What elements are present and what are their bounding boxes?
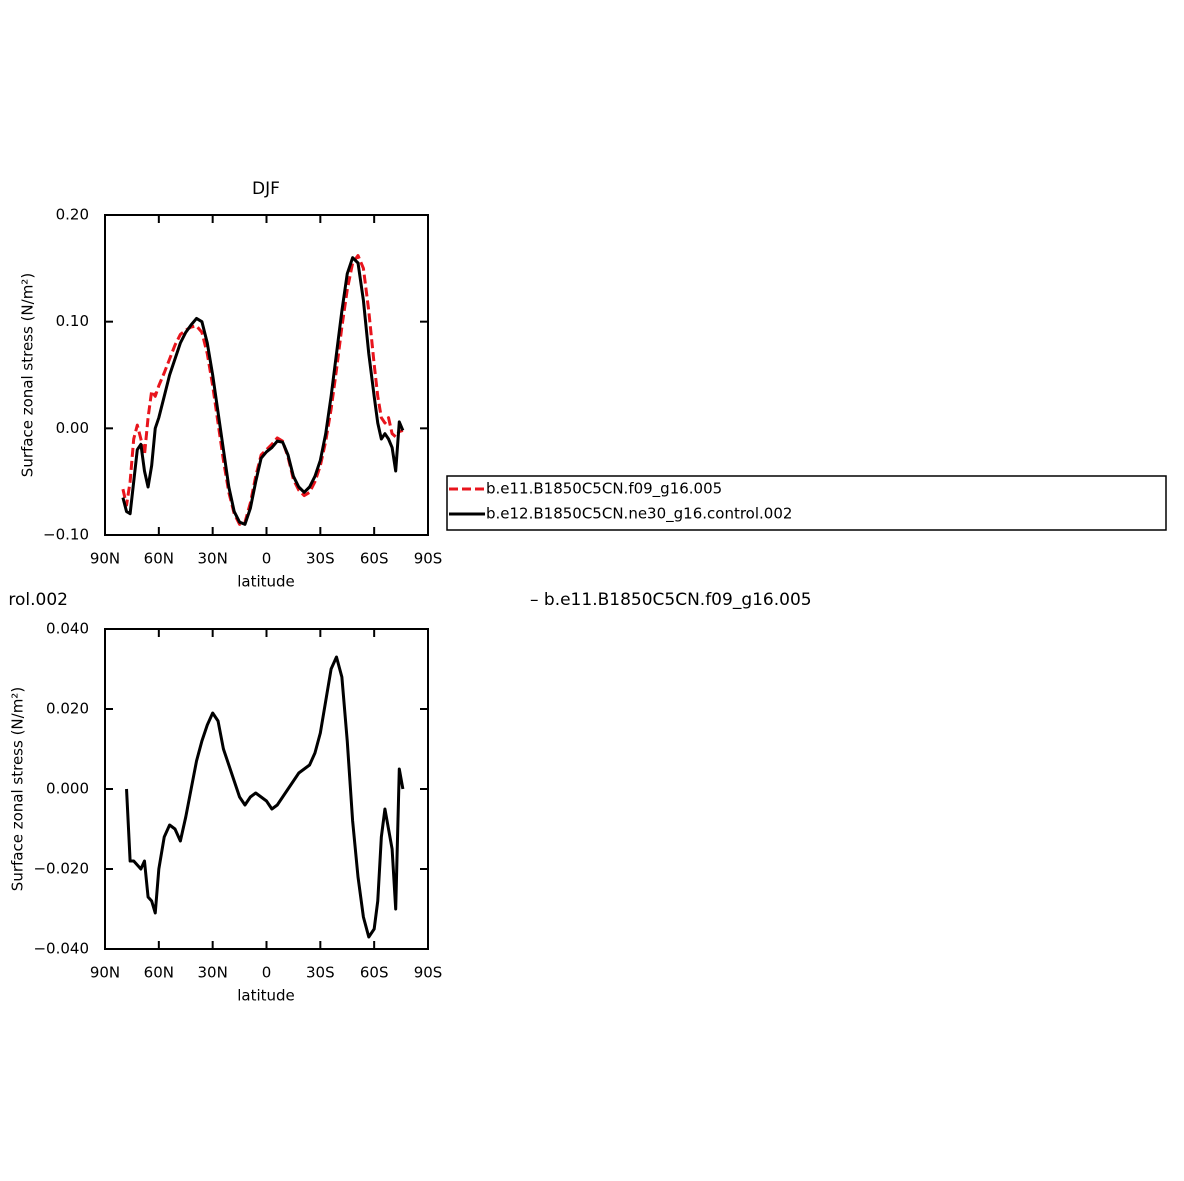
x-tick-label: 90S	[414, 550, 443, 568]
y-tick-label: 0.020	[46, 700, 89, 718]
y-tick-label: 0.10	[56, 312, 89, 330]
y-tick-label: 0.00	[56, 419, 89, 437]
plot-frame	[104, 214, 429, 536]
x-tick-label: 90N	[90, 550, 120, 568]
x-axis-label: latitude	[237, 573, 295, 591]
x-tick-label: 60S	[360, 964, 389, 982]
x-tick-label: 30N	[198, 550, 228, 568]
x-tick-label: 0	[262, 550, 272, 568]
y-tick-label: 0.000	[46, 780, 89, 798]
x-tick-label: 60S	[360, 550, 389, 568]
x-tick-label: 0	[262, 964, 272, 982]
x-tick-label: 30S	[306, 964, 335, 982]
plot-frame	[104, 628, 429, 950]
legend-label: b.e11.B1850C5CN.f09_g16.005	[486, 480, 722, 499]
y-tick-label: −0.020	[33, 860, 89, 878]
legend-box	[446, 475, 1167, 531]
y-tick-label: 0.040	[46, 620, 89, 638]
chart-title-left: rol.002	[8, 590, 68, 610]
data-line	[121, 254, 404, 526]
x-tick-label: 90N	[90, 964, 120, 982]
x-tick-label: 30S	[306, 550, 335, 568]
data-line	[121, 256, 405, 526]
chart-title-right: – b.e11.B1850C5CN.f09_g16.005	[530, 590, 812, 610]
y-axis-label: Surface zonal stress (N/m²)	[9, 687, 27, 891]
chart-title: DJF	[252, 179, 280, 199]
y-axis-label: Surface zonal stress (N/m²)	[19, 273, 37, 477]
x-axis-label: latitude	[237, 987, 295, 1005]
data-line	[125, 655, 405, 939]
x-tick-label: 30N	[198, 964, 228, 982]
legend-label: b.e12.B1850C5CN.ne30_g16.control.002	[486, 505, 792, 524]
y-tick-label: −0.10	[43, 526, 89, 544]
x-tick-label: 60N	[144, 550, 174, 568]
y-tick-label: 0.20	[56, 206, 89, 224]
x-tick-label: 90S	[414, 964, 443, 982]
x-tick-label: 60N	[144, 964, 174, 982]
y-tick-label: −0.040	[33, 940, 89, 958]
